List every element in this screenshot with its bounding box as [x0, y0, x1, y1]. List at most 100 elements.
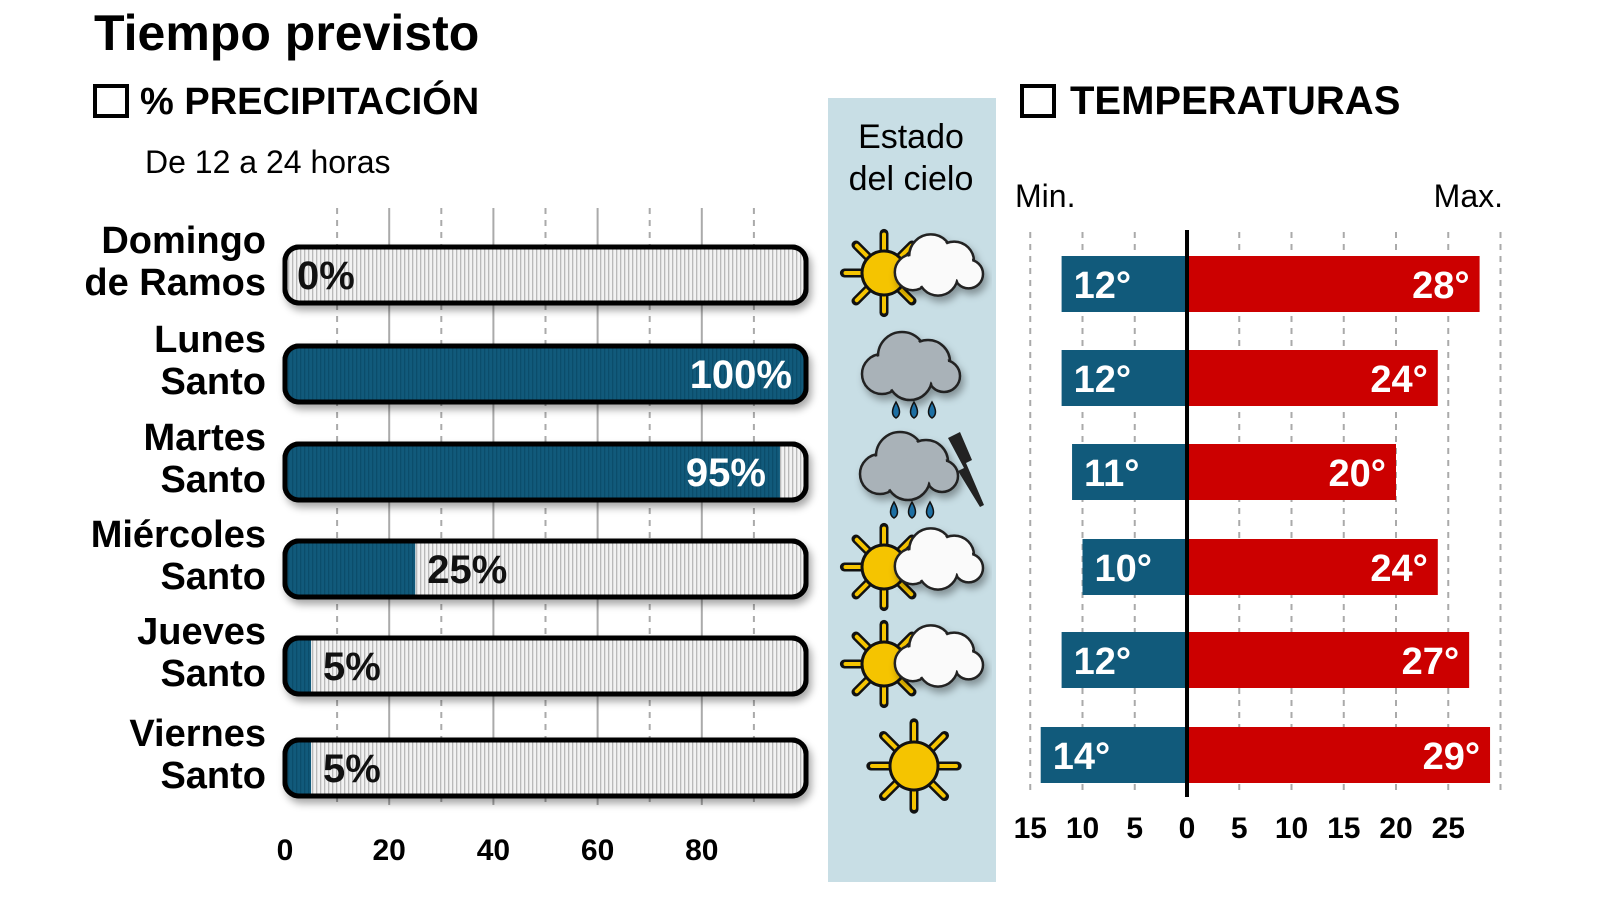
temp-min-bar	[1061, 350, 1187, 406]
sun-cloud-icon	[839, 228, 985, 318]
day-label-line1: Viernes	[129, 713, 266, 755]
precip-value-label: 5%	[323, 645, 381, 689]
precip-bar-outline	[282, 343, 809, 405]
sun-cloud-icon	[839, 522, 985, 612]
cloud-shape	[893, 624, 985, 688]
precip-bar-outline	[282, 244, 809, 306]
precip-tick-label: 80	[685, 834, 718, 867]
temp-max-bar	[1187, 539, 1438, 595]
day-label-line1: Jueves	[137, 611, 266, 653]
raindrop-shape	[891, 400, 901, 419]
temp-min-label: 14°	[1053, 736, 1110, 778]
temp-min-label: Min.	[1015, 178, 1075, 214]
temp-tick-label: 20	[1379, 812, 1412, 845]
temp-min-label: 12°	[1074, 359, 1131, 401]
cloud-shape	[860, 330, 962, 402]
temp-row: 12° 28°	[1061, 256, 1480, 312]
temp-row: 10° 24°	[1082, 539, 1438, 595]
sun-shape	[839, 522, 929, 612]
day-label-line1: Miércoles	[91, 514, 266, 556]
precip-tick-label: 60	[581, 834, 614, 867]
precip-bar-fill	[285, 541, 416, 597]
temp-min-bar	[1061, 632, 1187, 688]
sun-shape	[839, 619, 929, 709]
temp-max-bar	[1187, 350, 1438, 406]
precip-tick-label: 20	[373, 834, 406, 867]
day-label-line2: Santo	[160, 556, 266, 598]
precip-value-label: 25%	[427, 548, 507, 592]
temp-tick-label: 5	[1126, 812, 1143, 845]
temp-max-bar	[1187, 444, 1396, 500]
precip-bar-fill	[285, 444, 780, 500]
cloud-shape	[858, 430, 960, 502]
temp-max-label: 28°	[1412, 265, 1469, 307]
precip-value-label: 0%	[297, 254, 355, 298]
raindrop-shape	[909, 400, 919, 419]
precip-bar-outline	[282, 441, 809, 503]
temp-tick-label: 10	[1066, 812, 1099, 845]
precip-tick-label: 0	[277, 834, 294, 867]
sky-title-line2: del cielo	[849, 160, 974, 198]
precip-legend-square	[93, 84, 129, 118]
temp-min-label: 12°	[1074, 265, 1131, 307]
temp-max-bar	[1187, 727, 1491, 783]
day-label-line2: Santo	[160, 653, 266, 695]
temp-row: 12° 27°	[1061, 632, 1470, 688]
cloud-shape	[893, 527, 985, 591]
sky-title-line1: Estado	[858, 118, 964, 156]
temp-max-label: 29°	[1423, 736, 1480, 778]
raindrop-shape	[927, 400, 937, 419]
sun-shape	[866, 718, 962, 814]
precip-value-label: 95%	[686, 451, 766, 495]
day-label-line1: Domingo	[101, 220, 266, 262]
temp-min-bar	[1082, 539, 1187, 595]
page-title: Tiempo previsto	[94, 5, 479, 61]
temp-legend-square	[1020, 84, 1056, 118]
temp-min-bar	[1040, 727, 1187, 783]
day-label-line1: Lunes	[154, 319, 266, 361]
cloud-shape	[893, 233, 985, 297]
temp-title: TEMPERATURAS	[1070, 79, 1400, 123]
precip-bar-track	[282, 244, 809, 306]
temp-max-label: 20°	[1329, 453, 1386, 495]
temp-max-label: 27°	[1402, 641, 1459, 683]
temp-max-bar	[1187, 256, 1480, 312]
temp-tick-label: 25	[1432, 812, 1465, 845]
sun-cloud-icon	[839, 619, 985, 709]
temp-tick-label: 15	[1327, 812, 1360, 845]
temp-max-label: Max.	[1434, 178, 1503, 214]
rain-cloud-icon	[860, 330, 962, 419]
precip-bar-outline	[282, 737, 809, 799]
temp-min-label: 12°	[1074, 641, 1131, 683]
temp-row: 14° 29°	[1040, 727, 1491, 783]
day-label-line2: Santo	[160, 361, 266, 403]
precip-bar-outline	[282, 538, 809, 600]
precip-value-label: 5%	[323, 747, 381, 791]
temp-row: 12° 24°	[1061, 350, 1438, 406]
temp-min-label: 11°	[1084, 453, 1139, 495]
day-label-line2: Santo	[160, 755, 266, 797]
temp-tick-label: 10	[1275, 812, 1308, 845]
storm-cloud-icon	[858, 430, 984, 519]
precip-tick-label: 40	[477, 834, 510, 867]
temp-min-label: 10°	[1095, 548, 1152, 590]
precip-bar-fill	[285, 638, 312, 694]
raindrop-shape	[889, 500, 899, 519]
precip-bar-fill	[285, 740, 312, 796]
temp-tick-label: 0	[1179, 812, 1196, 845]
precip-title: % PRECIPITACIÓN	[140, 79, 479, 123]
precip-bar-fill	[285, 346, 806, 402]
precip-value-label: 100%	[690, 353, 792, 397]
temp-min-bar	[1061, 256, 1187, 312]
temp-max-bar	[1187, 632, 1470, 688]
lightning-shape	[948, 432, 984, 507]
day-label-line2: de Ramos	[84, 262, 266, 304]
day-label-line2: Santo	[160, 459, 266, 501]
temp-max-label: 24°	[1370, 548, 1427, 590]
